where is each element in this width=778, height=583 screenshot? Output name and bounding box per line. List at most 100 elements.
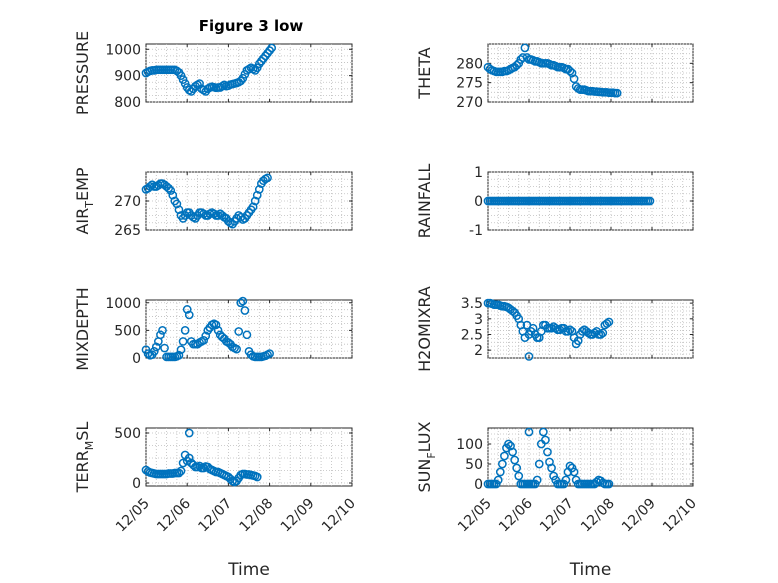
data-point [520,43,530,53]
data-point [512,463,522,473]
subplot-pressure: 800 900 1000 PRESSURE [73,31,353,115]
subplot-mixdepth: 0 500 1000 MIXDEPTH [73,287,353,371]
data-series [483,427,614,489]
y-axis-label-subscript: M [83,441,96,451]
y-axis-label: MIXDEPTH [73,287,92,370]
data-series [141,296,274,362]
y-tick-label: 265 [114,223,141,239]
subplot-air-temp: 265 270 AIRTEMP [73,167,353,239]
y-tick-label: 2.5 [461,327,483,343]
y-axis-label: PRESSURE [73,31,92,115]
data-point [147,180,157,190]
data-point [543,447,552,457]
y-axis-label: TERRMSL [73,422,96,494]
data-point [211,320,221,330]
data-point [184,453,194,463]
y-tick-label: 50 [465,457,483,473]
data-point [541,435,550,445]
y-tick-label: 0 [474,477,483,493]
x-axis-label: Time [227,560,270,580]
data-point [267,43,277,53]
y-axis-label-part: EMP [73,167,92,201]
y-tick-label: 100 [456,437,483,453]
data-point [602,319,612,328]
data-point [234,327,244,336]
y-axis-label: THETA [415,47,434,99]
data-point [596,330,606,339]
data-point [145,182,155,191]
y-axis-label: SUNFLUX [415,421,438,492]
data-point [493,475,503,485]
data-point [149,347,159,356]
y-axis-label: AIRTEMP [73,167,96,234]
data-point [500,451,509,461]
data-point [565,461,575,471]
data-point [174,205,184,215]
x-axis-label: Time [569,560,612,580]
data-point [563,327,573,336]
y-tick-label: 1000 [105,296,141,312]
data-point [168,190,178,200]
axes-box [487,299,694,359]
data-point [498,459,507,469]
y-tick-label: 3 [474,312,483,328]
data-point [160,343,169,353]
data-point [567,68,577,78]
y-tick-label: 500 [114,323,141,339]
data-series [483,43,622,98]
data-point [199,209,209,219]
data-point [598,328,608,338]
data-point [565,66,575,76]
data-point [174,468,184,478]
data-point [178,337,188,346]
data-series [483,298,614,361]
data-point [156,330,165,340]
data-point [524,352,534,361]
data-point [252,190,262,200]
y-tick-label: 270 [456,95,483,111]
data-point [512,60,522,70]
data-point [242,330,252,340]
y-tick-label: 280 [456,56,483,72]
data-series [483,196,655,206]
y-tick-label: 900 [114,69,141,85]
data-point [569,74,579,84]
data-point [265,349,274,358]
data-point [199,463,209,473]
data-point [504,439,513,449]
data-point [532,475,542,485]
data-point [510,455,520,465]
y-tick-label: 0 [132,476,141,492]
data-point [184,428,194,438]
data-point [508,447,517,457]
data-point [263,173,272,183]
data-point [604,479,614,489]
subplot-theta: 270 275 280 THETA [415,43,694,111]
data-point [539,427,548,437]
data-point [195,461,204,471]
data-point [604,317,614,327]
data-point [164,183,174,193]
y-axis-label: H2OMIXRA [415,286,434,372]
data-point [213,326,223,335]
y-axis-label-part: LUX [415,421,434,452]
data-point [178,458,188,468]
y-tick-label: 3.5 [461,296,483,312]
data-point [236,298,246,308]
data-point [551,323,561,333]
axes-box [487,427,694,487]
y-axis-label: RAINFALL [415,164,434,239]
data-point [209,209,219,219]
y-axis-label-part: SUN [415,459,434,493]
data-point [592,477,602,487]
y-tick-label: 275 [456,76,483,92]
data-point [240,306,250,315]
data-point [534,459,544,469]
data-series [141,43,277,96]
data-point [189,460,198,470]
data-series [141,428,262,487]
y-tick-label: 0 [132,351,141,367]
data-point [172,199,182,209]
